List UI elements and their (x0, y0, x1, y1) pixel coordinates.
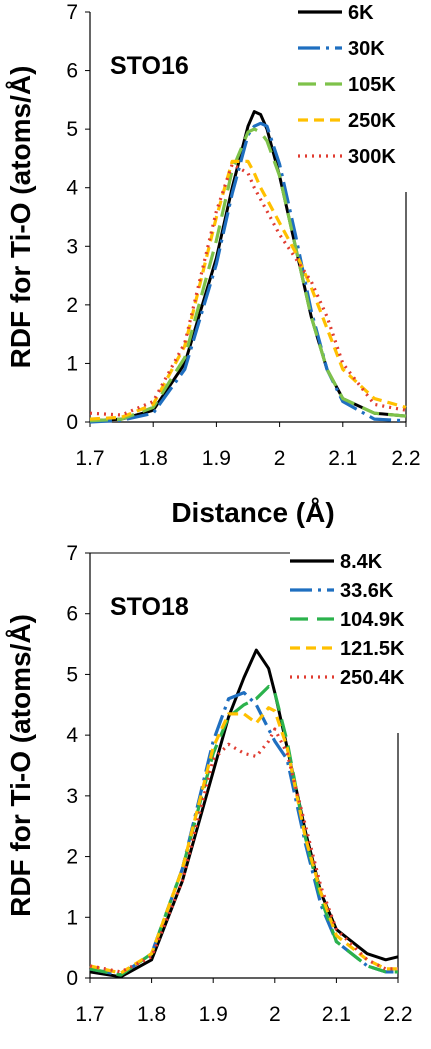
chart-2-x-tick-label: 1.7 (75, 1003, 104, 1026)
chart-2-y-tick-label: 7 (66, 542, 78, 565)
chart-2-legend-label: 8.4K (340, 551, 383, 573)
chart-2-y-tick-label: 5 (66, 663, 78, 686)
chart-1-x-axis-title: Distance (Å) (171, 497, 334, 528)
chart-2-legend-label: 104.9K (340, 609, 405, 631)
chart-1-y-axis-title: RDF for Ti-O (atoms/Å) (5, 66, 36, 369)
chart-1-y-tick-label: 4 (66, 177, 78, 200)
chart-1-y-tick-label: 3 (66, 235, 78, 258)
chart-2-x-tick-label: 2 (269, 1003, 281, 1026)
chart-1-legend-label: 6K (348, 2, 374, 24)
chart-2-y-tick-label: 1 (66, 906, 78, 929)
chart-1-x-tick-label: 2.1 (328, 447, 357, 470)
chart-2-x-tick-label: 2.1 (322, 1003, 351, 1026)
chart-2-series-121-5k (89, 706, 398, 975)
chart-2-series-104-9k (89, 684, 398, 977)
chart-2-series-33-6k (89, 690, 398, 977)
chart-1-legend-box (294, 0, 431, 188)
chart-1-x-tick-label: 2.2 (391, 447, 420, 470)
chart-2-legend-label: 250.4K (340, 667, 405, 689)
chart-1-series-250k (89, 159, 407, 421)
chart-1-legend-label: 250K (348, 110, 396, 132)
chart-1-y-tick-label: 7 (66, 1, 78, 24)
chart-2-legend-box (286, 549, 431, 702)
chart-1-x-tick-label: 2 (274, 447, 286, 470)
chart-1-legend-label: 300K (348, 146, 396, 168)
chart-2-y-tick-label: 3 (66, 785, 78, 808)
chart-1-x-tick-label: 1.8 (139, 447, 168, 470)
chart-2-x-tick-label: 1.8 (137, 1003, 166, 1026)
chart-2-x-tick-label: 2.2 (383, 1003, 412, 1026)
chart-1-legend-label: 105K (348, 74, 396, 96)
chart-2-y-tick-label: 4 (66, 724, 78, 747)
chart-1-y-tick-label: 2 (66, 294, 78, 317)
chart-1-x-tick-label: 1.7 (75, 447, 104, 470)
chart-2-y-tick-label: 2 (66, 846, 78, 869)
chart-1-y-tick-label: 1 (66, 352, 78, 375)
chart-2-panel-label: STO18 (110, 593, 189, 621)
chart-1-series-105k (89, 127, 407, 423)
chart-2-series-250-4k (89, 727, 398, 974)
chart-2-y-tick-label: 0 (66, 967, 78, 990)
chart-1-panel-label: STO16 (110, 52, 189, 80)
chart-1-y-tick-label: 5 (66, 118, 78, 141)
chart-2-legend-label: 33.6K (340, 580, 394, 602)
chart-1: 0 1 2 3 4 5 6 7 1.7 1.8 1.9 2 2.1 2.2 Distance (Å) RDF … (5, 0, 431, 528)
chart-2-y-axis-title: RDF for Ti-O (atoms/Å) (5, 614, 36, 917)
chart-2-x-tick-label: 1.9 (199, 1003, 228, 1026)
chart-1-legend: 6K 30K 105K 250K 300K (294, 0, 431, 188)
chart-1-y-tick-label: 6 (66, 60, 78, 83)
chart-2-y-tick-label: 6 (66, 603, 78, 626)
chart-1-legend-label: 30K (348, 38, 385, 60)
chart-2-legend-label: 121.5K (340, 638, 405, 660)
chart-1-series-300k (89, 162, 407, 417)
chart-1-x-tick-label: 1.9 (202, 447, 231, 470)
chart-2-legend: 8.4K 33.6K 104.9K 121.5K 250.4K (286, 549, 431, 702)
chart-1-y-tick-label: 0 (66, 411, 78, 434)
